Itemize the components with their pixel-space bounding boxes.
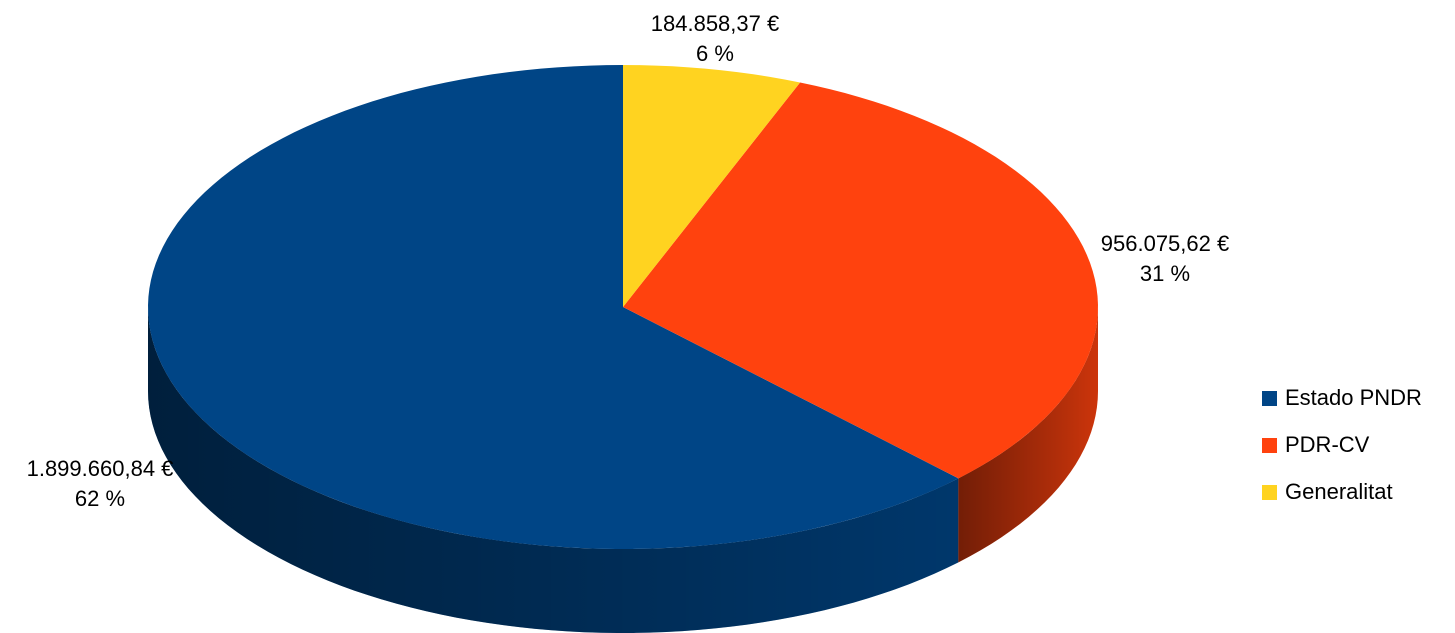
legend-swatch (1262, 438, 1277, 453)
legend-label: Generalitat (1285, 479, 1393, 504)
slice (623, 82, 1098, 479)
data-label: 1.899.660,84 € (27, 456, 174, 481)
slice-side-shade (148, 307, 959, 633)
slice (623, 65, 801, 307)
legend-swatch (1262, 391, 1277, 406)
slice (148, 65, 959, 549)
data-label: 184.858,37 € (651, 11, 779, 36)
legend-label: Estado PNDR (1285, 385, 1422, 410)
data-label: 62 % (75, 486, 125, 511)
data-label: 956.075,62 € (1101, 231, 1229, 256)
data-label: 6 % (696, 41, 734, 66)
legend-label: PDR-CV (1285, 432, 1370, 457)
legend-swatch (1262, 485, 1277, 500)
data-label: 31 % (1140, 261, 1190, 286)
slice-side-shade (958, 307, 1098, 563)
